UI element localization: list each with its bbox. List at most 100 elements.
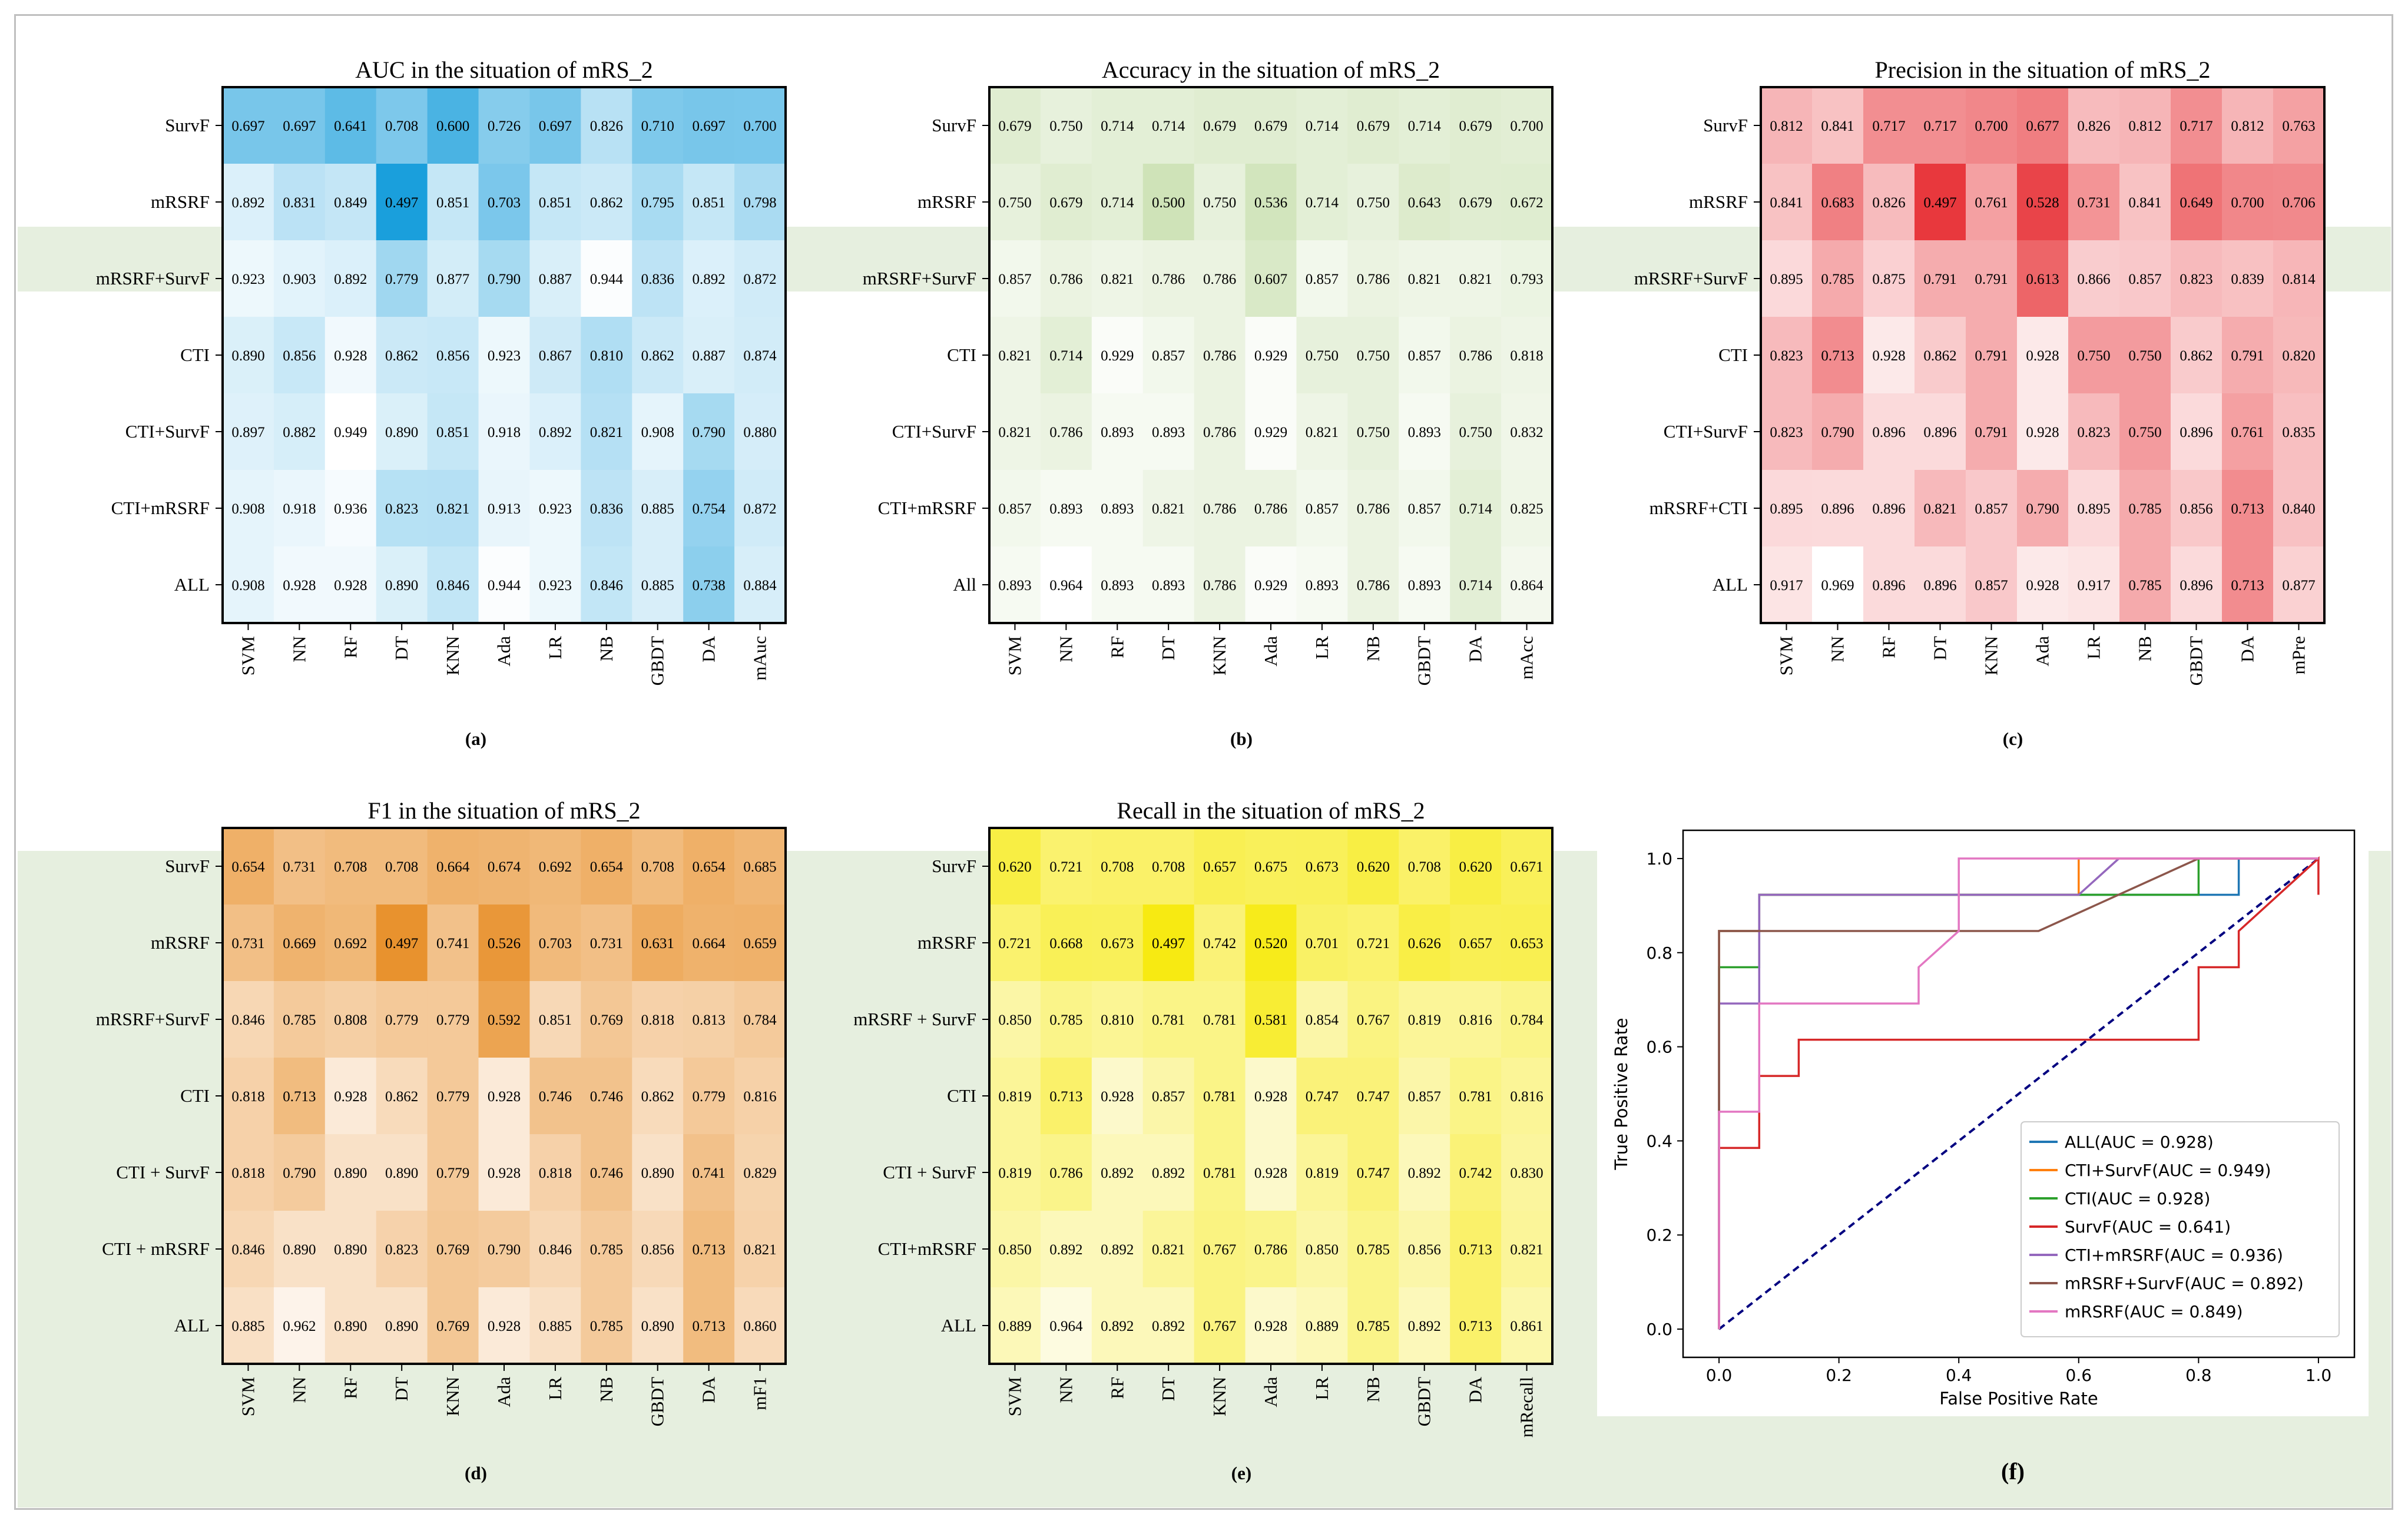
cell-value-label: 0.890 [334,1242,367,1258]
heatmap-cell [1399,87,1450,164]
cell-value-label: 0.823 [1770,348,1803,364]
panel-label: (b) [1230,728,1253,749]
heatmap-cell [1501,87,1553,164]
cell-value-label: 0.929 [1254,425,1287,440]
cell-value-label: 0.857 [1306,271,1339,287]
cell-value-label: 0.890 [385,1165,418,1181]
heatmap-cell [1296,393,1348,471]
heatmap-cell [1863,317,1915,394]
heatmap-cell [1142,905,1195,982]
heatmap-cell [1142,87,1195,164]
cell-value-label: 0.750 [1459,425,1492,440]
cell-value-label: 0.862 [641,348,674,364]
cell-value-label: 0.769 [590,1012,623,1028]
legend-entry: CTI+mRSRF(AUC = 0.936) [2065,1245,2283,1265]
cell-value-label: 0.620 [1357,859,1390,875]
heatmap-cell [1040,470,1092,547]
legend-entry: CTI(AUC = 0.928) [2065,1189,2210,1208]
heatmap-cell [632,905,684,982]
heatmap-cell [2273,240,2325,317]
cell-value-label: 0.754 [693,501,726,517]
cell-value-label: 0.779 [436,1089,469,1105]
cell-value-label: 0.813 [693,1012,726,1028]
cell-value-label: 0.714 [1459,501,1493,517]
heatmap-cell [2119,546,2171,624]
cell-value-label: 0.928 [334,578,367,594]
cell-value-label: 0.892 [1101,1318,1134,1334]
heatmap-cell [989,1211,1041,1288]
heatmap-cell [2017,546,2069,624]
heatmap-cell [2119,164,2171,241]
cell-value-label: 0.821 [998,425,1031,440]
heatmap-cell [223,981,274,1058]
column-label: DT [391,1377,412,1401]
cell-value-label: 0.877 [2282,578,2315,594]
row-label: CTI+mRSRF [878,1238,976,1259]
cell-value-label: 0.846 [231,1242,264,1258]
cell-value-label: 0.857 [2128,271,2161,287]
cell-value-label: 0.657 [1459,936,1492,952]
cell-value-label: 0.786 [1203,578,1236,594]
cell-value-label: 0.860 [743,1318,776,1334]
y-tick-label: 0.4 [1646,1131,1672,1151]
heatmap-cell [683,1058,735,1135]
heatmap-cell [734,240,786,317]
column-label: NB [596,636,617,661]
cell-value-label: 0.714 [1152,118,1185,134]
cell-value-label: 0.810 [590,348,623,364]
cell-value-label: 0.857 [1408,501,1441,517]
heatmap-cell [1347,470,1399,547]
heatmap-cell [2119,470,2171,547]
cell-value-label: 0.785 [1357,1242,1390,1258]
column-label: GBDT [647,1377,668,1426]
cell-value-label: 0.679 [1459,195,1492,211]
cell-value-label: 0.962 [283,1318,316,1334]
column-label: LR [1311,1377,1332,1400]
cell-value-label: 0.741 [693,1165,726,1181]
cell-value-label: 0.790 [2026,501,2059,517]
row-label: CTI+SurvF [1664,421,1748,442]
column-label: SVM [237,636,258,675]
heatmap-cell [376,1287,428,1364]
cell-value-label: 0.829 [743,1165,776,1181]
heatmap-cell [1812,87,1864,164]
panel-label: (f) [2001,1458,2025,1485]
heatmap-cell [1450,470,1502,547]
cell-value-label: 0.819 [998,1089,1031,1105]
cell-value-label: 0.928 [1254,1165,1287,1181]
heatmap-cell [1501,905,1553,982]
heatmap-cell [1399,240,1450,317]
heatmap-cell [1501,1134,1553,1211]
heatmap-cell [478,828,531,905]
column-label: mRecall [1516,1377,1537,1437]
heatmap-cell [273,1058,326,1135]
cell-value-label: 0.679 [1459,118,1492,134]
cell-value-label: 0.767 [1203,1242,1236,1258]
heatmap-cell [1245,470,1297,547]
heatmap-cell [1347,393,1399,471]
heatmap-cell [2119,87,2171,164]
heatmap-cell [2017,470,2069,547]
heatmap-cell [1091,1211,1144,1288]
heatmap-cell [427,546,479,624]
cell-value-label: 0.880 [743,425,776,440]
row-label: mRSRF+SurvF [863,268,976,289]
cell-value-label: 0.850 [1306,1242,1339,1258]
heatmap-cell [223,317,274,394]
cell-value-label: 0.784 [1510,1012,1543,1028]
heatmap-cell [2273,317,2325,394]
cell-value-label: 0.779 [693,1089,726,1105]
heatmap-cell [1915,87,1966,164]
cell-value-label: 0.669 [283,936,316,952]
heatmap-cell [1863,164,1915,241]
cell-value-label: 0.679 [1357,118,1390,134]
cell-value-label: 0.536 [1254,195,1287,211]
heatmap-cell [529,905,581,982]
cell-value-label: 0.649 [2180,195,2212,211]
column-label: RF [1879,636,1899,658]
cell-value-label: 0.784 [743,1012,777,1028]
cell-value-label: 0.918 [488,425,521,440]
cell-value-label: 0.908 [231,578,264,594]
heatmap-cell [427,1287,479,1364]
